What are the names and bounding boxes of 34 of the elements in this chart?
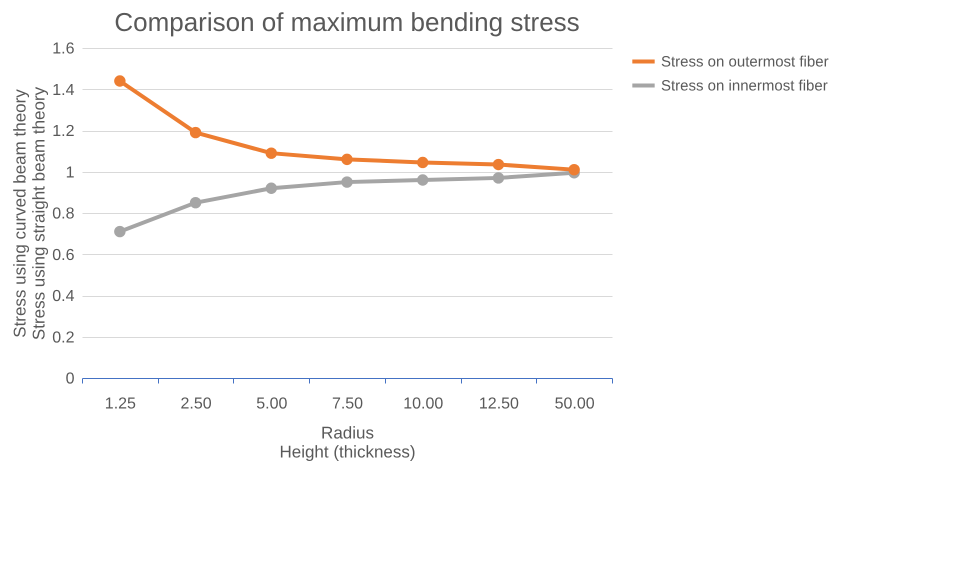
point <box>114 226 126 238</box>
y-tick-label: 0.4 <box>52 288 75 305</box>
y-tick-label: 0.2 <box>52 329 75 346</box>
point <box>114 75 126 87</box>
point <box>417 156 428 168</box>
y-tick-label: 1.6 <box>52 40 75 58</box>
x-tick-label: 5.00 <box>256 396 288 412</box>
y-axis-title: Stress using curved beam theory Stress using straight beam theory <box>10 86 48 340</box>
point <box>266 182 277 194</box>
x-tick-label: 12.50 <box>478 396 520 412</box>
x-tick-label: 7.50 <box>332 396 364 412</box>
y-tick-label: 0 <box>66 370 75 388</box>
y-tick-label: 1.4 <box>52 82 75 99</box>
x-tick-label: 10.00 <box>403 396 444 412</box>
point <box>190 197 202 208</box>
point <box>341 176 353 188</box>
x-tick-label: 50.00 <box>554 396 595 412</box>
x-tick-label: 1.25 <box>104 396 136 412</box>
point <box>492 158 504 170</box>
legend-label: Stress on outermost fiber <box>661 54 829 70</box>
point <box>190 126 202 138</box>
point <box>266 148 277 159</box>
point <box>417 174 428 186</box>
legend-label: Stress on innermost fiber <box>661 78 828 94</box>
x-tick-label: 2.50 <box>180 396 212 412</box>
x-axis-title: Radius Height (thickness) <box>279 424 416 462</box>
y-tick-label: 1 <box>66 164 75 182</box>
y-tick-label: 0.8 <box>52 206 75 222</box>
point <box>492 172 504 184</box>
y-tick-label: 0.6 <box>52 246 75 264</box>
y-tick-label: 1.2 <box>52 123 75 140</box>
point <box>568 164 580 176</box>
chart-title: Comparison of maximum bending stress <box>114 7 580 37</box>
point <box>341 154 353 166</box>
